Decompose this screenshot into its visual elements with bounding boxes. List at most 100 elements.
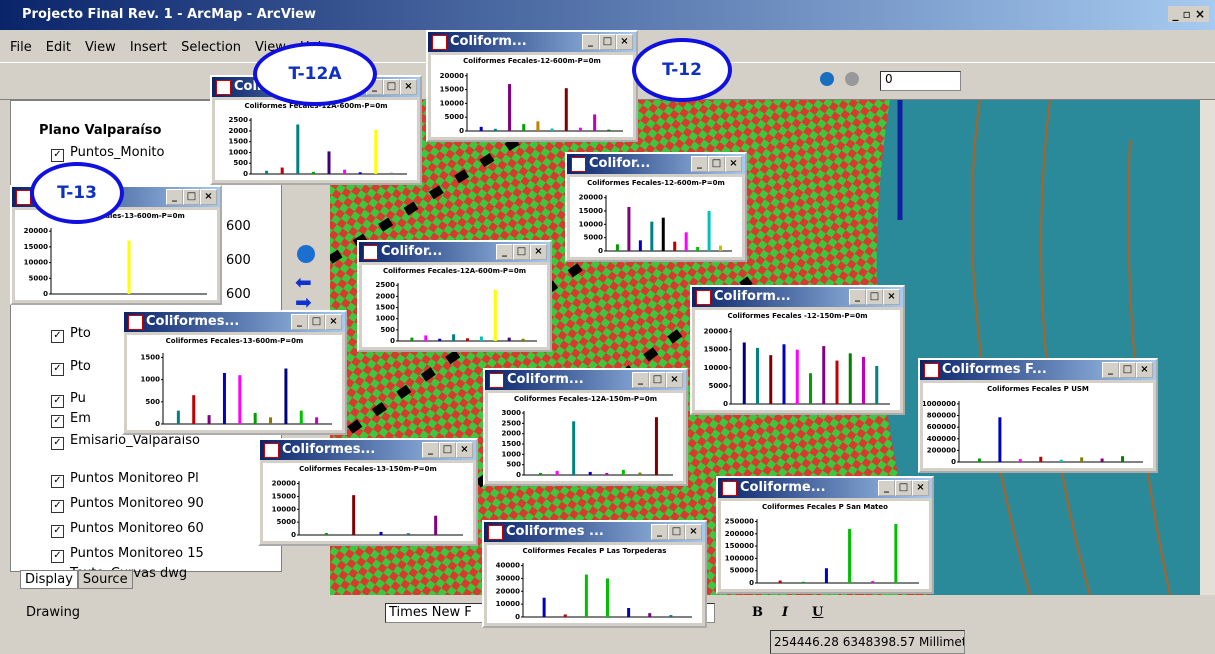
window-button[interactable]: _ <box>166 189 183 205</box>
window-button[interactable]: □ <box>308 314 325 330</box>
window-button[interactable]: □ <box>866 289 883 305</box>
bar <box>849 353 852 404</box>
window-button[interactable]: _ <box>496 244 513 260</box>
window-button[interactable]: × <box>325 314 342 330</box>
layer-name: Em <box>70 411 91 426</box>
drawing-menu[interactable]: Drawing <box>26 598 80 628</box>
layer-name: Puntos Monitoreo 90 <box>70 496 204 511</box>
bar <box>1121 456 1124 462</box>
bar <box>438 339 441 341</box>
window-button[interactable]: _ <box>849 289 866 305</box>
chart: Coliformes Fecales-12A-600m-P=0m05001000… <box>362 265 547 347</box>
window-button[interactable]: _ <box>291 314 308 330</box>
bar <box>177 411 180 424</box>
window-button[interactable]: □ <box>599 34 616 50</box>
globe-icon[interactable] <box>297 245 315 263</box>
y-tick-label: 1000 <box>229 148 249 156</box>
bar <box>564 614 567 617</box>
window-button[interactable]: × <box>400 79 417 95</box>
window-title: Colifor... <box>589 156 650 171</box>
tab[interactable]: Source <box>78 570 133 589</box>
y-tick-label: 20000 <box>704 328 728 336</box>
window-icon <box>432 35 447 50</box>
window-button[interactable]: _ <box>422 442 439 458</box>
y-tick-label: 2000 <box>502 430 522 438</box>
window-button[interactable]: □ <box>183 189 200 205</box>
window-button[interactable]: □ <box>383 79 400 95</box>
window-button[interactable]: × <box>530 244 547 260</box>
window-button[interactable]: × <box>1136 362 1153 378</box>
window-button[interactable]: × <box>666 372 683 388</box>
window-icon <box>571 157 586 172</box>
checkbox[interactable]: ✓ <box>51 363 64 376</box>
window-title-bar: Coliformes...×□_ <box>124 312 345 332</box>
checkbox[interactable]: ✓ <box>51 550 64 563</box>
chart: Coliformes Fecales P USM0200000400000600… <box>923 383 1153 468</box>
menu-item[interactable]: Edit <box>46 40 71 55</box>
window-button[interactable]: _ <box>691 156 708 172</box>
checkbox[interactable]: ✓ <box>51 437 64 450</box>
bar <box>605 473 608 475</box>
window-button[interactable]: □ <box>668 524 685 540</box>
menu-item[interactable]: File <box>10 40 32 55</box>
scale-box[interactable]: 0 <box>880 71 961 91</box>
window-button[interactable]: _ <box>878 480 895 496</box>
tab[interactable]: Display <box>20 570 78 589</box>
bar <box>192 395 195 424</box>
window-button[interactable]: × <box>616 34 633 50</box>
chart: Coliformes Fecales P San Mateo0500001000… <box>721 501 929 589</box>
window-button[interactable]: □ <box>439 442 456 458</box>
bold-button[interactable]: B <box>752 598 763 628</box>
window-button[interactable]: _ <box>1102 362 1119 378</box>
bar <box>848 529 851 583</box>
layer-name: Puntos Monitoreo Pl <box>70 471 199 486</box>
menu-item[interactable]: View <box>85 40 116 55</box>
window-button[interactable]: □ <box>708 156 725 172</box>
toc-item: ✓Emisario_Valparaiso <box>51 433 200 450</box>
window-icon <box>924 363 939 378</box>
window-button[interactable]: □ <box>895 480 912 496</box>
window-button[interactable]: × <box>912 480 929 496</box>
window-button[interactable]: _ <box>651 524 668 540</box>
checkbox[interactable]: ✓ <box>51 395 64 408</box>
bar <box>825 568 828 583</box>
bar <box>543 598 546 617</box>
bar <box>875 366 878 404</box>
window-button[interactable]: × <box>685 524 702 540</box>
tool-icon[interactable] <box>845 72 859 86</box>
checkbox[interactable]: ✓ <box>51 475 64 488</box>
checkbox[interactable]: ✓ <box>51 500 64 513</box>
window-button[interactable]: × <box>725 156 742 172</box>
window-controls[interactable]: _ ▫ × <box>1168 6 1209 22</box>
tool-icon[interactable] <box>820 72 834 86</box>
status-bar: 254446.28 6348398.57 Millimet <box>0 630 1215 654</box>
window-button[interactable]: □ <box>513 244 530 260</box>
checkbox[interactable]: ✓ <box>51 330 64 343</box>
window-button[interactable]: × <box>883 289 900 305</box>
checkbox[interactable]: ✓ <box>51 525 64 538</box>
window-button[interactable]: □ <box>1119 362 1136 378</box>
checkbox[interactable]: ✓ <box>51 415 64 428</box>
menu-item[interactable]: Selection <box>181 40 241 55</box>
y-tick-label: 10000 <box>272 505 296 513</box>
y-tick-label: 40000 <box>496 562 520 570</box>
window-button[interactable]: × <box>200 189 217 205</box>
bar <box>669 615 672 617</box>
window-button[interactable]: × <box>456 442 473 458</box>
bar <box>871 581 874 583</box>
y-tick-label: 0 <box>155 420 160 428</box>
bar <box>328 151 331 174</box>
menu-item[interactable]: Insert <box>130 40 167 55</box>
scrollbar[interactable] <box>1200 100 1215 595</box>
bar <box>638 473 641 475</box>
window-icon <box>696 290 711 305</box>
window-button[interactable]: _ <box>632 372 649 388</box>
window-button[interactable]: _ <box>582 34 599 50</box>
bar <box>627 207 630 251</box>
chart-title: Coliformes Fecales P Las Torpederas <box>523 547 667 555</box>
window-title-bar: Colifor... ×□_ <box>567 154 745 174</box>
window-button[interactable]: □ <box>649 372 666 388</box>
italic-button[interactable]: I <box>782 598 788 628</box>
underline-button[interactable]: U <box>812 598 823 628</box>
checkbox[interactable]: ✓ <box>51 149 64 162</box>
